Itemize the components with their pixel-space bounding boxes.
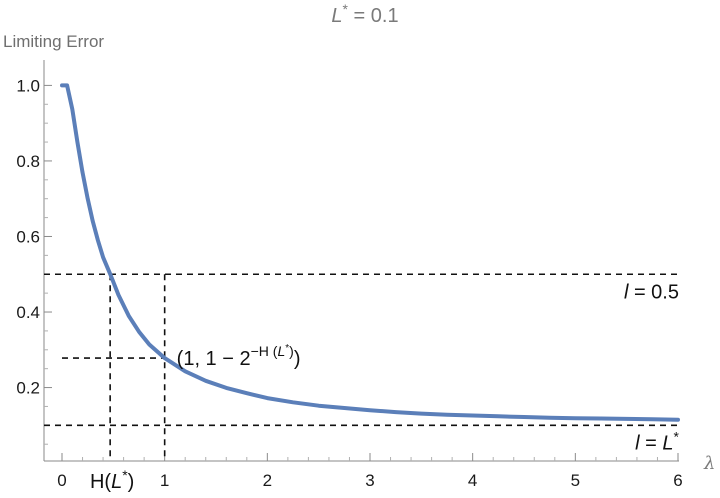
- reference-label-symbol: l: [624, 281, 629, 303]
- chart-title-value: = 0.1: [348, 5, 399, 27]
- reference-label-star: *: [674, 428, 680, 444]
- x-special-tick-suffix: ): [128, 471, 135, 493]
- point-annotation: (1, 1 − 2−H (L*)): [177, 343, 301, 370]
- reference-line-label: l = 0.5: [624, 281, 679, 303]
- x-tick-label: 1: [160, 471, 169, 490]
- annotations: l = 0.5l = L*(1, 1 − 2−H (L*)): [177, 281, 680, 454]
- x-special-tick-prefix: H(: [90, 471, 111, 493]
- point-annotation-exponent-close: ): [289, 343, 294, 359]
- point-annotation-close: ): [294, 348, 301, 370]
- x-tick-label: 3: [365, 471, 374, 490]
- point-annotation-main: (1, 1 − 2: [177, 348, 251, 370]
- x-tick-label: 0: [57, 471, 66, 490]
- x-tick-label: 2: [263, 471, 272, 490]
- reference-lines: [44, 273, 679, 461]
- reference-label-value: =: [640, 432, 663, 454]
- x-special-tick-star: *: [122, 467, 128, 483]
- reference-label-L-symbol: L: [662, 432, 673, 454]
- x-axis-label: λ: [703, 453, 715, 474]
- reference-label-value: = 0.5: [628, 281, 679, 303]
- y-tick-label: 0.6: [16, 227, 40, 246]
- point-annotation-exponent: −H (: [251, 343, 278, 359]
- y-tick-label: 1.0: [16, 76, 40, 95]
- point-annotation-exponent-star: *: [285, 343, 289, 354]
- x-tick-label: 6: [673, 471, 682, 490]
- x-tick-label: 4: [468, 471, 477, 490]
- series-curve: [60, 83, 680, 422]
- series-layer: [60, 83, 680, 422]
- chart-title-star: *: [343, 1, 349, 17]
- chart-title-symbol: L: [331, 5, 342, 27]
- x-tick-label: 5: [571, 471, 580, 490]
- axis-ticks: [44, 84, 679, 461]
- reference-line-label: l = L*: [635, 428, 679, 454]
- tick-labels: 0.20.40.60.81.00 1 2 3 4 5 6H(L*): [16, 76, 682, 493]
- reference-label-symbol: l: [635, 432, 640, 454]
- point-annotation-exponent-symbol: L: [277, 343, 285, 359]
- y-axis-label: Limiting Error: [3, 32, 104, 51]
- x-special-tick-symbol: L: [111, 471, 122, 493]
- x-special-tick-label: H(L*): [90, 467, 134, 493]
- y-tick-label: 0.8: [16, 152, 40, 171]
- y-tick-label: 0.2: [16, 379, 40, 398]
- chart-title: L* = 0.1: [331, 1, 398, 27]
- axes: [43, 60, 679, 462]
- y-tick-label: 0.4: [16, 303, 40, 322]
